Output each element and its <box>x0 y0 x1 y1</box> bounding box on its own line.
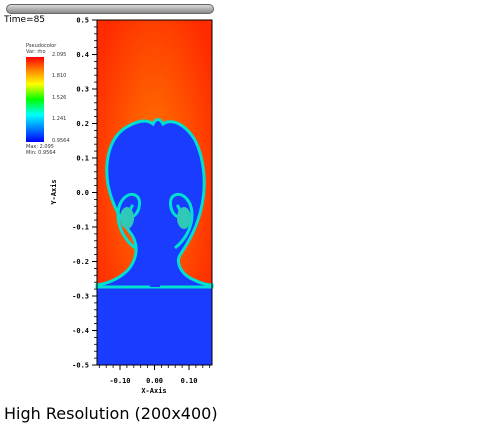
legend-tick-4: 0.9564 <box>52 138 70 144</box>
x-axis: -0.10 0.00 0.10 <box>98 365 211 385</box>
x-tick-label: 0.10 <box>181 377 198 385</box>
y-tick-label: 0.3 <box>76 86 89 94</box>
legend-title: Pseudocolor Var: rho <box>26 43 86 55</box>
legend-colorbar <box>26 57 44 142</box>
legend-title-line2: Var: rho <box>26 49 46 55</box>
right-vortex-core <box>177 207 191 229</box>
y-tick-label: -0.4 <box>72 327 89 335</box>
legend-title-line1: Pseudocolor <box>26 43 57 49</box>
x-axis-label: X-Axis <box>141 387 166 395</box>
y-tick-label: 0.0 <box>76 189 89 197</box>
y-tick-label: 0.1 <box>76 155 89 163</box>
legend-tick-1: 1.810 <box>52 73 67 79</box>
y-tick-label: -0.1 <box>72 224 89 232</box>
legend-tick-3: 1.241 <box>52 116 67 122</box>
time-label: Time=85 <box>4 15 46 25</box>
plot-area <box>95 20 214 365</box>
light-fluid-region <box>97 287 212 365</box>
y-tick-label: -0.2 <box>72 258 89 266</box>
y-tick-label: 0.2 <box>76 120 89 128</box>
legend-stats: Max: 2.095 Min: 0.9564 <box>26 144 56 156</box>
central-stem <box>140 245 170 287</box>
y-tick-label: 0.5 <box>76 17 89 25</box>
caption: High Resolution (200x400) <box>4 404 218 423</box>
y-tick-label: 0.4 <box>76 51 89 59</box>
left-vortex-core <box>120 207 134 229</box>
time-slider[interactable] <box>6 4 214 14</box>
legend-max: Max: 2.095 <box>26 144 54 150</box>
y-tick-label: -0.5 <box>72 362 89 370</box>
legend-tick-2: 1.526 <box>52 95 67 101</box>
x-tick-label: 0.00 <box>146 377 163 385</box>
legend-min: Min: 0.9564 <box>26 150 56 156</box>
legend-tick-0: 2.095 <box>52 52 67 58</box>
y-tick-label: -0.3 <box>72 293 89 301</box>
y-axis: 0.5 0.4 0.3 0.2 0.1 0.0 -0.1 -0.2 -0.3 -0.4 -0.5 <box>72 17 97 370</box>
bubble-interface <box>95 118 214 289</box>
x-tick-label: -0.10 <box>109 377 130 385</box>
y-axis-label: Y-Axis <box>50 179 58 204</box>
